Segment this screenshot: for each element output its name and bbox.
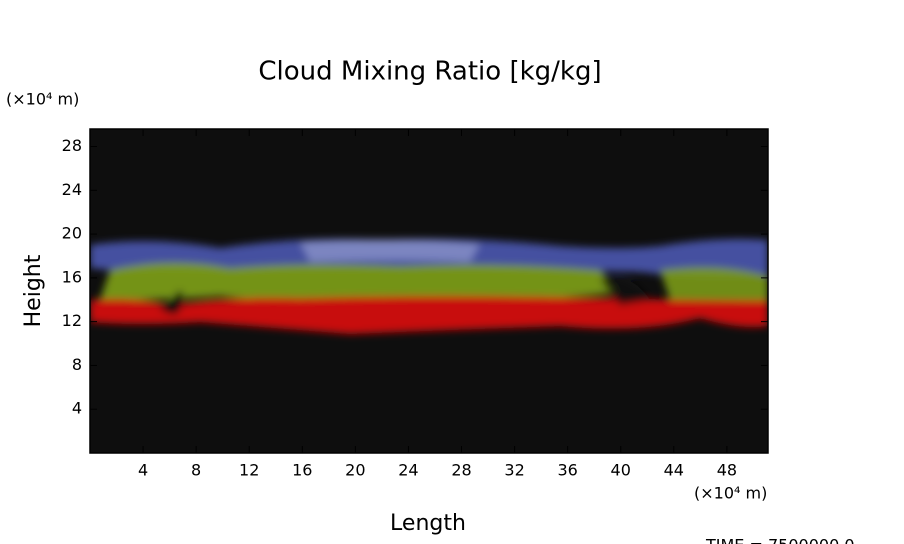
- x-tick-label: 4: [138, 461, 148, 480]
- x-tick-label: 40: [611, 461, 631, 480]
- x-tick-label: 16: [292, 461, 312, 480]
- x-axis-label: Length: [390, 511, 466, 536]
- y-tick-label: 28: [62, 136, 82, 155]
- y-unit: (×10⁴ m): [6, 90, 79, 109]
- y-tick-label: 4: [72, 399, 82, 418]
- x-tick-label: 8: [191, 461, 201, 480]
- x-tick-label: 36: [557, 461, 577, 480]
- y-tick-label: 12: [62, 311, 82, 330]
- y-tick-label: 24: [62, 180, 82, 199]
- x-tick-label: 20: [345, 461, 365, 480]
- x-tick-label: 12: [239, 461, 259, 480]
- y-tick-label: 16: [62, 267, 82, 286]
- x-tick-label: 28: [451, 461, 471, 480]
- x-tick-label: 44: [664, 461, 684, 480]
- chart-title: Cloud Mixing Ratio [kg/kg]: [258, 57, 601, 87]
- y-tick-label: 20: [62, 224, 82, 243]
- y-tick-label: 8: [72, 355, 82, 374]
- cloud-field: [90, 238, 768, 334]
- x-unit: (×10⁴ m): [694, 484, 767, 503]
- time-annotation: TIME = 7500000.0: [705, 536, 855, 544]
- x-tick-label: 24: [398, 461, 418, 480]
- y-axis-label: Height: [21, 254, 46, 327]
- plot-frame: [89, 128, 769, 454]
- x-tick-label: 32: [504, 461, 524, 480]
- x-tick-label: 48: [717, 461, 737, 480]
